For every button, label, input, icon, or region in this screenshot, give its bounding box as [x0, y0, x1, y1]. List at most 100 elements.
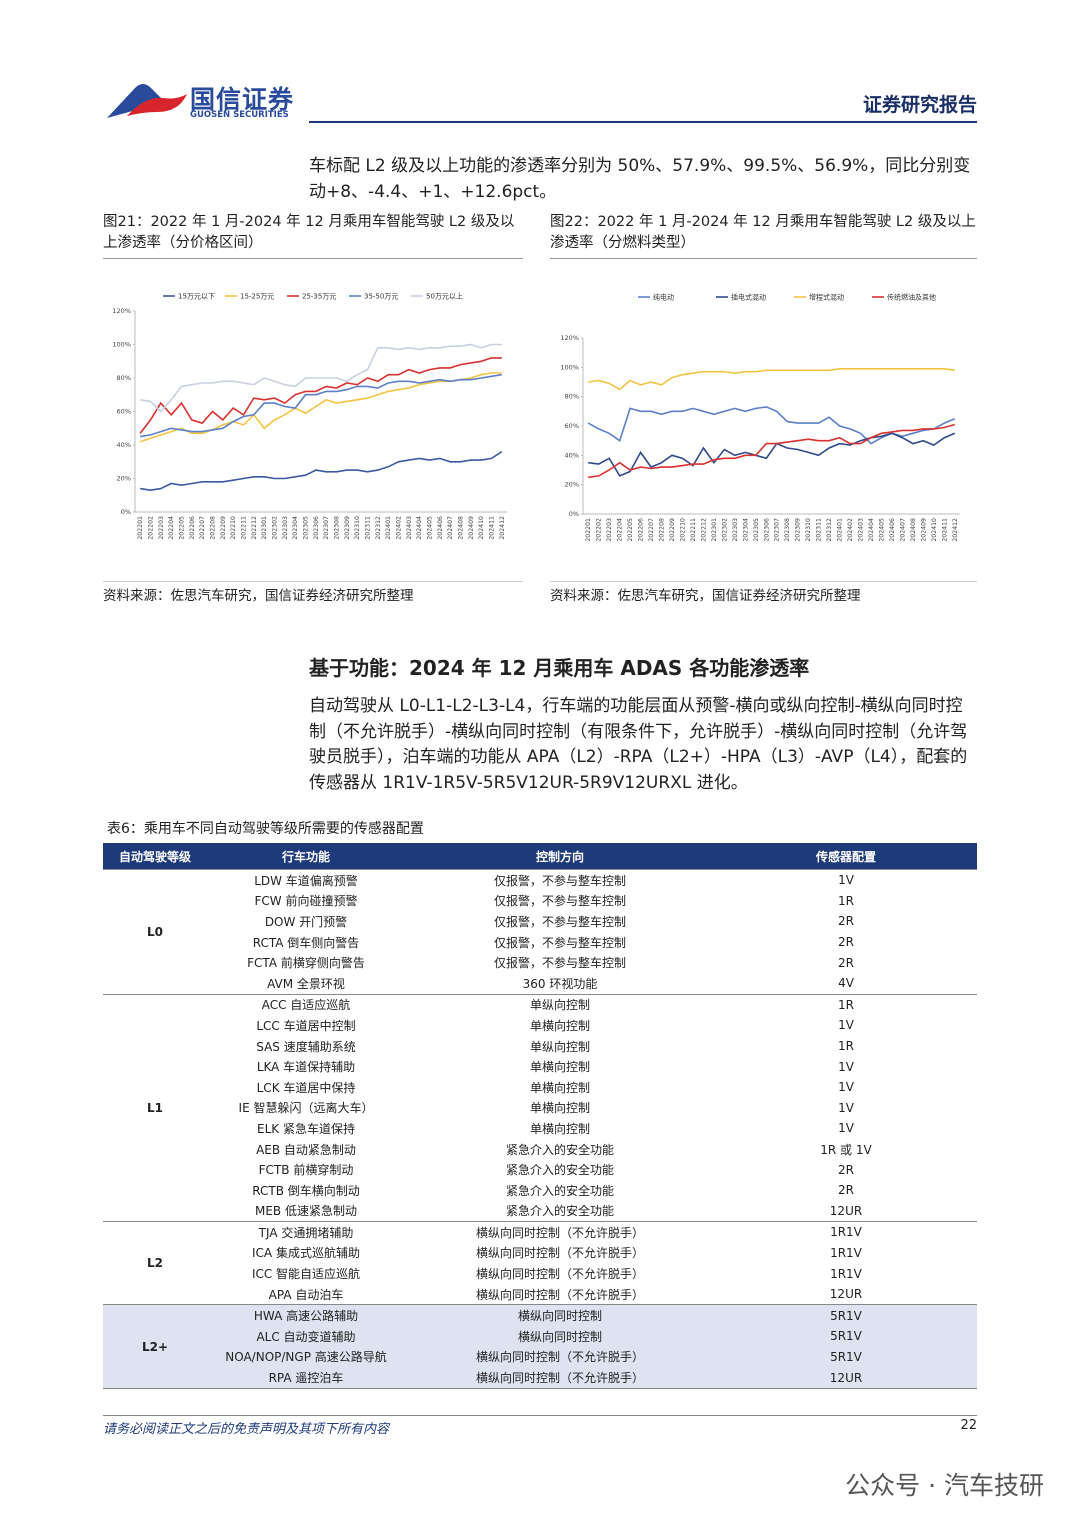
footer-rule — [103, 1415, 977, 1416]
x-tick-label: 202304 — [742, 518, 749, 542]
x-tick-label: 202406 — [889, 518, 896, 542]
x-tick-label: 202207 — [199, 516, 206, 540]
table-cell: MEB 低速紧急制动 — [255, 1204, 357, 1219]
x-tick-label: 202202 — [148, 516, 155, 540]
header-cell: 行车功能 — [207, 843, 405, 870]
legend-label: 15-25万元 — [240, 293, 274, 301]
legend-label: 增程式混动 — [809, 293, 844, 302]
x-tick-label: 202206 — [189, 516, 196, 540]
table-cell: 横纵向同时控制（不允许脱手） — [475, 1246, 644, 1261]
table-cell: 仅报警，不参与整车控制 — [493, 894, 626, 909]
table-row: IE 智慧躲闪（远离大车） 单横向控制 1V — [103, 1098, 977, 1119]
x-tick-label: 202411 — [941, 518, 948, 542]
x-tick-label: 202410 — [931, 518, 938, 542]
table-cell: 12UR — [829, 1370, 863, 1385]
table-cell: 仅报警，不参与整车控制 — [493, 956, 626, 971]
table-cell: 360 环视功能 — [522, 976, 598, 991]
table-row: AVM 全景环视 360 环视功能 4V — [103, 973, 977, 994]
x-tick-label: 202406 — [437, 516, 444, 540]
header-row: 自动驾驶等级 行车功能 控制方向 传感器配置 — [103, 843, 977, 870]
table-row: SAS 速度辅助系统 单纵向控制 1R — [103, 1036, 977, 1057]
series-line — [140, 373, 502, 438]
x-tick-label: 202401 — [837, 518, 844, 542]
series-line — [588, 368, 955, 391]
legend-label: 50万元以上 — [426, 292, 463, 301]
table-cell: RPA 遥控泊车 — [268, 1371, 344, 1386]
table-cell: HWA 高速公路辅助 — [253, 1309, 359, 1324]
intro-text: 车标配 L2 级及以上功能的渗透率分别为 50%、57.9%、99.5%、56.… — [309, 156, 971, 202]
series-line — [588, 423, 956, 479]
level-cell: L1 — [147, 1100, 163, 1115]
table-cell: AEB 自动紧急制动 — [256, 1142, 356, 1157]
table-row: AEB 自动紧急制动 紧急介入的安全功能 1R 或 1V — [103, 1139, 977, 1160]
table-row: RPA 遥控泊车 横纵向同时控制（不允许脱手） 12UR — [103, 1367, 977, 1389]
x-tick-label: 202409 — [468, 516, 475, 540]
table-cell: 2R — [838, 914, 854, 929]
y-tick-label: 20% — [565, 481, 579, 489]
y-tick-label: 20% — [117, 475, 131, 483]
level-cell: L2 — [147, 1256, 163, 1271]
x-tick-label: 202308 — [334, 516, 341, 540]
table-cell: 1V — [838, 1059, 854, 1074]
disclaimer: 请务必阅读正文之后的免责声明及其项下所有内容 — [103, 1422, 390, 1437]
table-cell: 12UR — [829, 1203, 863, 1218]
brand-en: GUOSEN SECURITIES — [190, 110, 289, 120]
y-tick-label: 0% — [121, 508, 131, 516]
table-cell: 单横向控制 — [529, 1121, 590, 1136]
x-tick-label: 202212 — [700, 518, 707, 542]
x-tick-label: 202306 — [763, 518, 770, 542]
table-cell: 2R — [838, 935, 854, 950]
brand: 国信证券 — [190, 85, 295, 114]
x-tick-label: 202407 — [447, 516, 454, 540]
legend-label: 纯电动 — [653, 293, 674, 302]
x-tick-label: 202401 — [385, 516, 392, 540]
y-tick-label: 0% — [569, 510, 579, 518]
x-tick-label: 202203 — [606, 518, 613, 542]
table-caption: 表6：乘用车不同自动驾驶等级所需要的传感器配置 — [107, 821, 424, 837]
table-cell: 单横向控制 — [529, 1080, 590, 1095]
table-cell: SAS 速度辅助系统 — [256, 1039, 356, 1054]
section-body: 自动驾驶从 L0-L1-L2-L3-L4，行车端的功能层面从预警-横向或纵向控制… — [309, 696, 968, 793]
x-tick-label: 202201 — [585, 518, 592, 542]
table-cell: DOW 开门预警 — [264, 914, 348, 929]
x-tick-label: 202311 — [816, 518, 823, 542]
table-row: FCW 前向碰撞预警 仅报警，不参与整车控制 1R — [103, 891, 977, 912]
x-tick-label: 202301 — [261, 516, 268, 540]
table-cell: 仅报警，不参与整车控制 — [493, 914, 626, 929]
table-cell: 1V — [838, 1121, 854, 1136]
table-row: LKA 车道保持辅助 单横向控制 1V — [103, 1056, 977, 1077]
table-cell: 仅报警，不参与整车控制 — [493, 935, 626, 950]
table-cell: 单纵向控制 — [529, 1039, 590, 1054]
x-tick-label: 202412 — [499, 516, 506, 540]
table-cell: 横纵向同时控制（不允许脱手） — [475, 1287, 644, 1302]
legend-label: 15万元以下 — [178, 293, 215, 301]
x-tick-label: 202410 — [478, 516, 485, 540]
table-cell: 2R — [838, 955, 854, 970]
legend-label: 35-50万元 — [364, 293, 398, 301]
y-tick-label: 120% — [112, 307, 131, 315]
figure-caption: 图22：2022 年 1 月-2024 年 12 月乘用车智能驾驶 L2 级及以… — [550, 212, 977, 259]
figure-caption: 图21：2022 年 1 月-2024 年 12 月乘用车智能驾驶 L2 级及以… — [103, 212, 523, 259]
table-cell: ICA 集成式巡航辅助 — [252, 1246, 360, 1261]
table-cell: 横纵向同时控制（不允许脱手） — [475, 1350, 644, 1365]
x-tick-label: 202203 — [158, 516, 165, 540]
x-tick-label: 202201 — [137, 516, 144, 540]
table-cell: 1V — [838, 1080, 854, 1095]
table-cell: 4V — [838, 976, 854, 991]
table-row: L2 TJA 交通拥堵辅助 横纵向同时控制（不允许脱手） 1R1V — [103, 1221, 977, 1270]
table-cell: APA 自动泊车 — [268, 1287, 344, 1302]
x-tick-label: 202205 — [179, 516, 186, 540]
table-cell: ACC 自适应巡航 — [261, 998, 351, 1013]
table-cell: 单横向控制 — [529, 1101, 590, 1116]
x-tick-label: 202211 — [690, 518, 697, 542]
x-tick-label: 202210 — [679, 518, 686, 542]
x-tick-label: 202303 — [282, 516, 289, 540]
table-cell: 2R — [838, 1162, 854, 1177]
table-cell: 5R1V — [830, 1329, 862, 1344]
table-cell: 横纵向同时控制（不允许脱手） — [475, 1267, 644, 1282]
header-cell: 传感器配置 — [715, 843, 977, 870]
x-tick-label: 202408 — [910, 518, 917, 542]
x-tick-label: 202210 — [230, 516, 237, 540]
series-line — [139, 372, 502, 443]
